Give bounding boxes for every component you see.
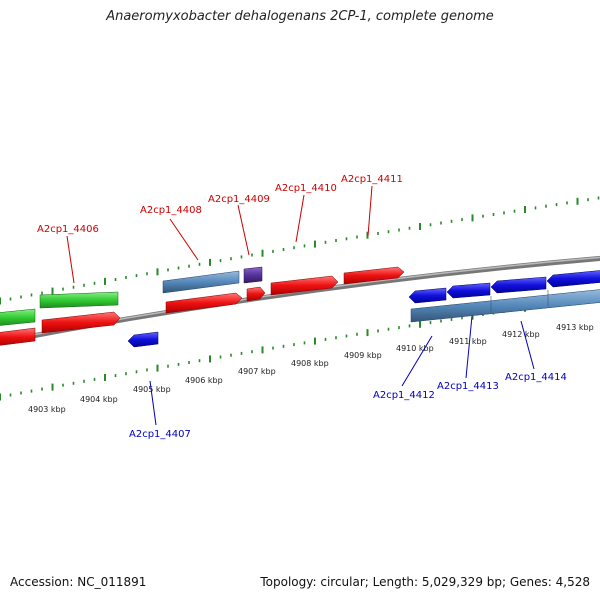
gene-arrow-4412-blue[interactable] [408,287,447,304]
gene-arrow-4406-red[interactable] [41,311,121,334]
map-title: Anaeromyxobacter dehalogenans 2CP-1, com… [106,9,494,24]
gene-label-4410[interactable]: A2cp1_4410 [275,183,337,194]
leader-line-4412 [401,335,433,387]
accession-text: Accession: NC_011891 [10,575,147,589]
gene-label-4408[interactable]: A2cp1_4408 [140,205,202,216]
scale-label-4909: 4909 kbp [344,351,382,360]
gene-arrow-4413-blue[interactable] [446,282,491,299]
gene-arrow-green-left[interactable] [0,308,36,326]
gene-label-4407[interactable]: A2cp1_4407 [129,429,191,440]
gene-arrow-steel-right[interactable] [410,289,600,323]
gene-label-4412[interactable]: A2cp1_4412 [373,390,435,401]
leader-line-4407 [149,380,157,426]
scale-label-4905: 4905 kbp [133,385,171,394]
gene-arrow-4407[interactable] [127,331,159,348]
gene-arrow-4411[interactable] [343,266,405,285]
gene-arrow-4409-red[interactable] [246,286,266,302]
scale-label-4912: 4912 kbp [502,330,540,339]
leader-line-4413 [465,315,473,379]
gene-arrow-red-left[interactable] [0,327,36,346]
genome-summary-text: Topology: circular; Length: 5,029,329 bp… [260,575,590,589]
scale-label-4913: 4913 kbp [556,323,594,332]
gene-label-4413[interactable]: A2cp1_4413 [437,381,499,392]
gene-arrow-4409-purple[interactable] [243,266,263,284]
gene-label-4406[interactable]: A2cp1_4406 [37,224,99,235]
gene-arrow-blue-right[interactable] [546,270,600,288]
scale-label-4907: 4907 kbp [238,367,276,376]
leader-line-4411 [367,185,373,237]
scale-label-4904: 4904 kbp [80,395,118,404]
scale-label-4903: 4903 kbp [28,405,66,414]
leader-line-4410 [295,194,305,243]
leader-line-4406 [66,235,75,284]
leader-line-4409 [237,204,250,256]
gene-label-4409[interactable]: A2cp1_4409 [208,194,270,205]
gene-arrow-4406-green[interactable] [39,291,119,309]
gene-label-4411[interactable]: A2cp1_4411 [341,174,403,185]
leader-line-4408 [169,218,199,261]
gene-arrow-4414-blue[interactable] [490,276,547,294]
scale-label-4906: 4906 kbp [185,376,223,385]
outer-tick-row [0,196,600,305]
gene-arrow-4408-steel[interactable] [162,270,240,294]
scale-label-4910: 4910 kbp [396,344,434,353]
gene-arrow-4410[interactable] [270,275,339,296]
scale-label-4911: 4911 kbp [449,337,487,346]
gene-arrow-4408-red[interactable] [165,292,243,314]
scale-label-4908: 4908 kbp [291,359,329,368]
leader-line-4414 [520,320,535,370]
gene-label-4414[interactable]: A2cp1_4414 [505,372,567,383]
